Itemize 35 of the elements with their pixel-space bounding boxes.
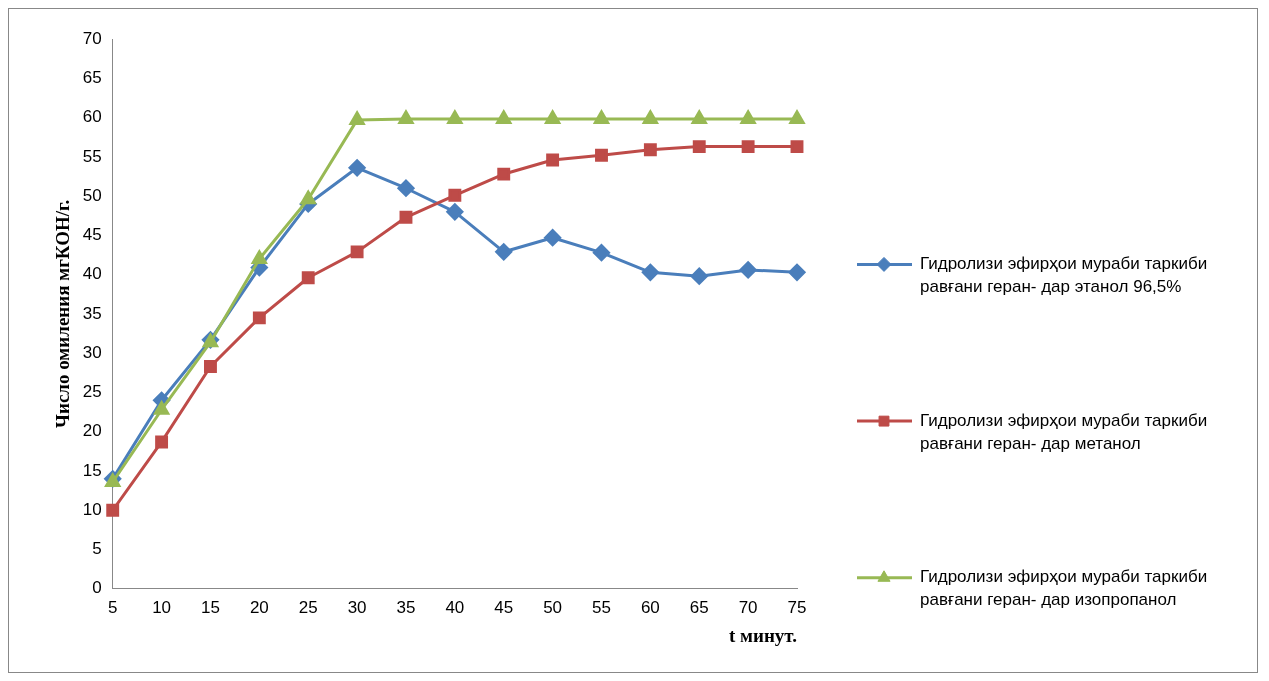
x-tick-label: 35 bbox=[396, 597, 416, 617]
x-axis-title: t минут. bbox=[728, 624, 797, 646]
x-tick-label: 60 bbox=[640, 597, 660, 617]
y-tick-label: 10 bbox=[82, 499, 102, 519]
y-tick-label: 60 bbox=[82, 107, 102, 127]
x-tick-label: 40 bbox=[445, 597, 465, 617]
x-tick-label: 55 bbox=[592, 597, 611, 617]
y-axis-title: Число омиления мгКОН/г. bbox=[52, 199, 74, 429]
y-tick-label: 55 bbox=[82, 146, 102, 166]
x-tick-label: 30 bbox=[347, 597, 367, 617]
legend-label: Гидролизи эфирҳои мураби таркиби равғани геран- дар метанол bbox=[920, 410, 1208, 453]
x-tick-label: 75 bbox=[787, 597, 807, 617]
y-tick-label: 50 bbox=[82, 185, 102, 205]
y-tick-label: 65 bbox=[82, 67, 102, 87]
x-tick-label: 10 bbox=[152, 597, 172, 617]
y-tick-label: 40 bbox=[82, 264, 102, 284]
x-tick-label: 20 bbox=[249, 597, 269, 617]
y-tick-label: 35 bbox=[82, 303, 102, 323]
legend-label: Гидролизи эфирҳои мураби таркиби равғани геран- дар изопропанол bbox=[920, 567, 1208, 610]
y-tick-label: 45 bbox=[82, 225, 102, 245]
x-tick-label: 70 bbox=[738, 597, 758, 617]
y-tick-label: 20 bbox=[82, 421, 102, 441]
legend-label: Гидролизи эфирҳои мураби таркиби равғани геран- дар этанол 96,5% bbox=[920, 254, 1208, 297]
y-tick-label: 0 bbox=[92, 578, 102, 598]
y-tick-label: 25 bbox=[82, 382, 102, 402]
x-tick-label: 50 bbox=[543, 597, 563, 617]
x-tick-label: 65 bbox=[689, 597, 709, 617]
x-tick-label: 15 bbox=[201, 597, 220, 617]
x-tick-label: 45 bbox=[494, 597, 514, 617]
y-tick-label: 15 bbox=[82, 460, 102, 480]
y-tick-label: 5 bbox=[92, 539, 102, 559]
y-tick-label: 70 bbox=[82, 28, 102, 48]
x-tick-label: 25 bbox=[298, 597, 318, 617]
y-tick-label: 30 bbox=[82, 342, 102, 362]
x-tick-label: 5 bbox=[107, 597, 118, 617]
